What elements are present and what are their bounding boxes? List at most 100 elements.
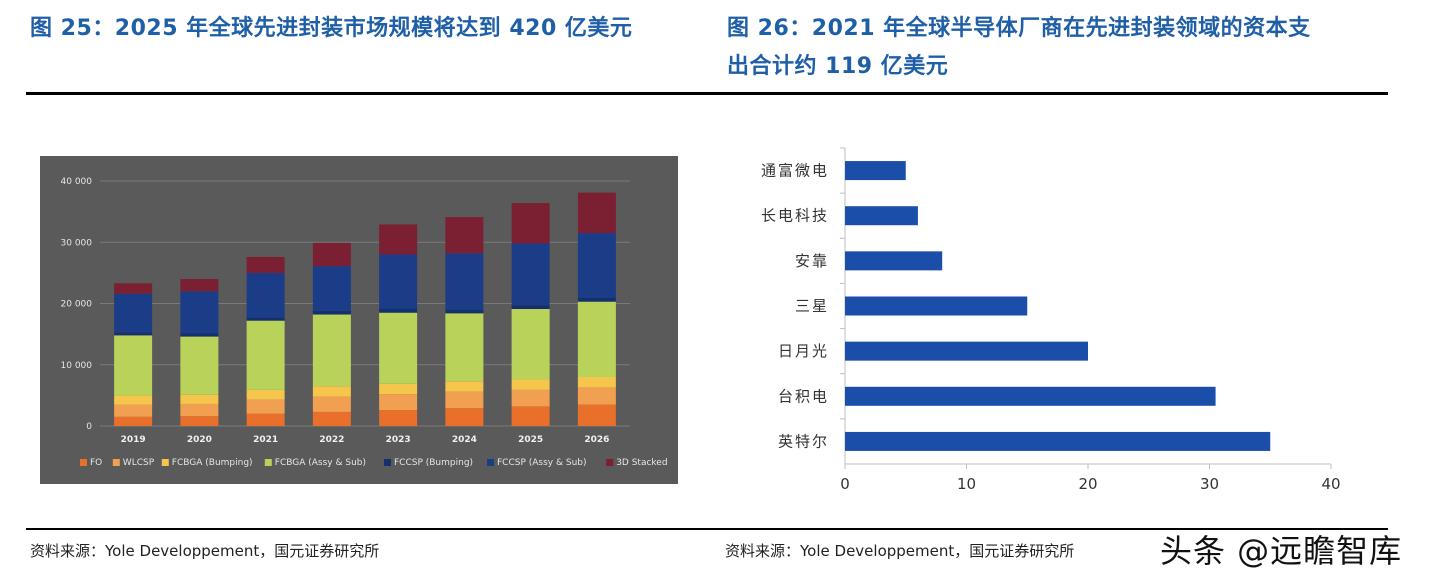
bar-segment (246, 399, 285, 414)
x-tick-label: 2020 (187, 435, 212, 445)
bar-segment (246, 320, 285, 390)
bar-segment (577, 297, 616, 302)
x-tick-label: 0 (840, 475, 850, 493)
bar-segment (511, 406, 550, 426)
bar (845, 296, 1028, 316)
legend-label: FO (90, 458, 102, 468)
category-label: 通富微电 (761, 162, 829, 180)
bar-segment (114, 416, 153, 426)
bar-segment (445, 253, 484, 310)
bar-segment (445, 391, 484, 409)
bar-segment (114, 293, 153, 333)
bar-segment (379, 410, 418, 426)
bar-segment (312, 386, 351, 397)
bar (845, 341, 1088, 361)
x-tick-label: 2021 (253, 435, 278, 445)
bar-segment (379, 224, 418, 255)
figure-26-title-line2: 出合计约 119 亿美元 (727, 54, 949, 79)
y-tick-label: 40 000 (61, 177, 93, 187)
x-tick-label: 10 (957, 475, 976, 493)
category-label: 长电科技 (761, 207, 829, 225)
figure-26-title: 图 26：2021 年全球半导体厂商在先进封装领域的资本支 出合计约 119 亿… (727, 10, 1417, 86)
bar-segment (312, 411, 351, 426)
bar-segment (445, 309, 484, 314)
bar-segment (180, 403, 219, 417)
legend-swatch (80, 459, 87, 466)
bar-segment (180, 291, 219, 334)
bar-segment (312, 396, 351, 412)
legend-label: FCBGA (Bumping) (172, 458, 253, 468)
y-tick-label: 30 000 (61, 238, 93, 248)
category-label: 台积电 (778, 387, 829, 405)
bar-segment (114, 335, 153, 396)
bar (845, 251, 943, 271)
x-tick-label: 2019 (121, 435, 146, 445)
x-tick-label: 2026 (584, 435, 609, 445)
bar-segment (180, 394, 219, 404)
bar-segment (312, 266, 351, 311)
legend-label: 3D Stacked (616, 458, 667, 468)
bar-segment (114, 283, 153, 294)
bar-segment (577, 233, 616, 298)
bar-segment (379, 383, 418, 395)
legend-label: WLCSP (123, 458, 155, 468)
legend-swatch (161, 459, 169, 466)
bottom-rule (26, 528, 1388, 530)
bar-segment (246, 389, 285, 400)
bar (845, 386, 1216, 406)
bar-segment (445, 313, 484, 382)
figure-25-title: 图 25：2025 年全球先进封装市场规模将达到 420 亿美元 (30, 16, 633, 41)
bar-segment (511, 309, 550, 380)
legend-label: FCCSP (Assy & Sub) (497, 458, 587, 468)
y-tick-label: 10 000 (61, 361, 93, 371)
market-size-stacked-bar-chart: 0 10 000 20 000 30 000 40 000 2019 2020 2021 202… (40, 156, 678, 484)
category-label: 三星 (795, 297, 829, 315)
figure-26-title-line1: 图 26：2021 年全球半导体厂商在先进封装领域的资本支 (727, 16, 1311, 41)
bar-segment (445, 217, 484, 254)
category-label: 日月光 (778, 342, 829, 360)
top-rule (26, 92, 1388, 95)
bar-segment (511, 243, 550, 306)
bar-segment (379, 254, 418, 310)
bar-segment (577, 192, 616, 234)
bar-segment (379, 312, 418, 384)
y-tick-label: 0 (86, 422, 92, 432)
bar-segment (180, 279, 219, 292)
x-tick-label: 2023 (386, 435, 411, 445)
bar-segment (577, 301, 616, 377)
bar-segment (445, 408, 484, 426)
legend-swatch (264, 459, 272, 466)
figure-26-source: 资料来源：Yole Developpement，国元证券研究所 (725, 542, 1075, 560)
legend-label: FCCSP (Bumping) (394, 458, 473, 468)
legend-swatch (112, 459, 120, 466)
x-tick-label: 20 (1078, 475, 1097, 493)
legend-label: FCBGA (Assy & Sub) (275, 458, 366, 468)
y-tick-label: 20 000 (61, 300, 93, 310)
x-tick-label: 40 (1321, 475, 1340, 493)
bar-segment (511, 203, 550, 244)
bar-segment (511, 305, 550, 310)
x-tick-label: 2022 (319, 435, 344, 445)
legend-swatch (606, 459, 614, 466)
bar-segment (312, 242, 351, 267)
bar-segment (114, 404, 153, 417)
bar-segment (379, 309, 418, 313)
category-label: 安靠 (795, 252, 829, 270)
bar (845, 431, 1271, 451)
bar-segment (445, 381, 484, 392)
x-tick-label: 2025 (518, 435, 543, 445)
bar-segment (180, 416, 219, 426)
figure-25-source: 资料来源：Yole Developpement，国元证券研究所 (30, 542, 380, 560)
x-tick-label: 30 (1200, 475, 1219, 493)
bar-segment (577, 377, 616, 388)
bar-segment (577, 387, 616, 405)
bar-segment (114, 332, 153, 336)
bar-segment (246, 317, 285, 321)
legend-swatch (487, 459, 494, 466)
bar-segment (312, 310, 351, 315)
bar-segment (577, 404, 616, 426)
bar-segment (180, 336, 219, 395)
x-tick-label: 2024 (452, 435, 477, 445)
bar (845, 206, 918, 226)
bar-segment (511, 379, 550, 390)
